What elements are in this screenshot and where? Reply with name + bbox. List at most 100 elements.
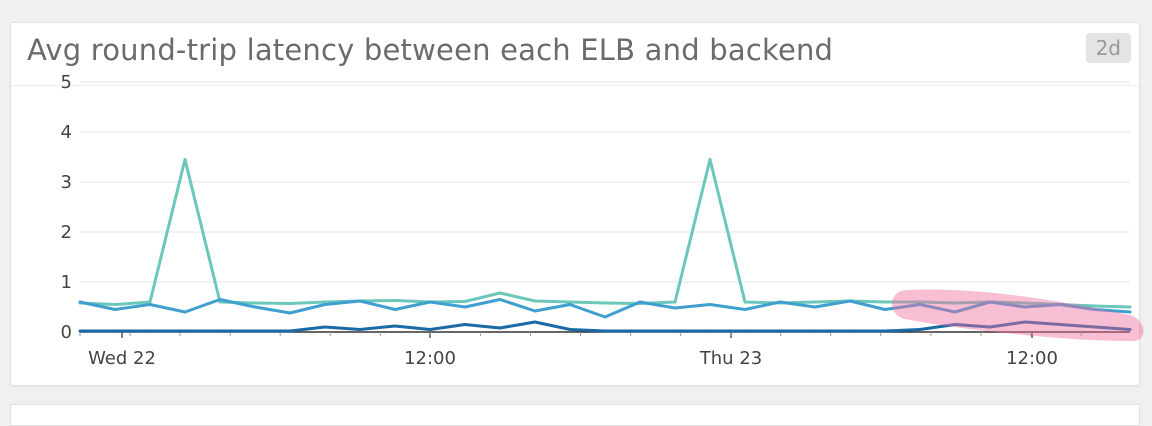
next-widget-edge <box>10 404 1140 426</box>
series-point <box>813 305 817 309</box>
series-point <box>463 323 467 326</box>
series-point <box>743 308 747 311</box>
highlight-annotation <box>892 289 1144 342</box>
series-point <box>323 325 327 329</box>
series-point <box>498 291 502 295</box>
series-point <box>218 298 222 301</box>
series-point <box>918 328 922 331</box>
y-tick-label: 5 <box>61 72 72 93</box>
series-point <box>1023 320 1027 324</box>
series-point <box>533 309 537 313</box>
series-point <box>918 303 922 306</box>
series-point <box>253 305 257 309</box>
y-tick-label: 0 <box>61 322 72 343</box>
series-point <box>673 306 677 310</box>
series-point <box>673 329 677 333</box>
series-point <box>218 329 222 333</box>
x-tick-label: 12:00 <box>1006 348 1058 369</box>
series-point <box>848 329 852 333</box>
series-point <box>883 300 887 304</box>
series-point <box>463 300 467 303</box>
x-tick-label: Thu 23 <box>699 348 762 369</box>
x-tick-label: Wed 22 <box>88 348 156 369</box>
series-point <box>288 311 292 315</box>
series-point <box>533 320 537 324</box>
time-range-badge[interactable]: 2d <box>1085 33 1131 63</box>
series-point <box>743 300 747 304</box>
series-point <box>288 302 292 305</box>
series-point <box>673 300 677 304</box>
latency-widget: Avg round-trip latency between each ELB … <box>10 22 1140 386</box>
series-point <box>988 300 992 304</box>
series-point <box>323 303 327 306</box>
series-point <box>358 299 362 303</box>
series-point <box>113 329 117 333</box>
series-point <box>638 300 642 304</box>
series-point <box>953 301 957 305</box>
series-point <box>533 299 537 303</box>
series-point <box>288 329 292 333</box>
series-point <box>393 324 397 328</box>
series-point <box>183 158 187 161</box>
series-point <box>393 299 397 302</box>
series-point <box>498 298 502 301</box>
series-point <box>393 308 397 311</box>
series-point <box>78 329 82 333</box>
series-point <box>253 329 257 333</box>
y-tick-label: 1 <box>61 272 72 293</box>
series-point <box>1058 303 1062 306</box>
series-point <box>1023 301 1027 305</box>
series-point <box>1093 325 1097 329</box>
series-point <box>1023 305 1027 309</box>
series-point <box>463 305 467 309</box>
series-point <box>568 328 572 331</box>
series-point <box>498 326 502 330</box>
series-point <box>778 329 782 333</box>
series-point <box>1058 323 1062 326</box>
series-point <box>1128 328 1132 331</box>
series-point <box>1093 308 1097 311</box>
series-point <box>603 315 607 319</box>
series-point <box>603 329 607 333</box>
series-point <box>183 329 187 333</box>
series-point <box>148 300 152 304</box>
header-divider <box>11 85 1139 86</box>
latency-line-chart: 0 1 2 3 4 5 Wed 22 12:00 Thu 23 12:00 <box>61 72 1144 369</box>
series-point <box>358 328 362 331</box>
series-point <box>918 300 922 304</box>
series-point <box>813 329 817 333</box>
series-point <box>743 329 747 333</box>
series-point <box>708 329 712 333</box>
widget-title: Avg round-trip latency between each ELB … <box>27 33 834 67</box>
y-tick-label: 3 <box>61 172 72 193</box>
series-point <box>568 300 572 304</box>
y-tick-label: 4 <box>61 122 72 143</box>
series-point <box>148 329 152 333</box>
x-tick-label: 12:00 <box>404 348 456 369</box>
series-point <box>953 323 957 326</box>
series-point <box>638 329 642 333</box>
series-point <box>1128 310 1132 314</box>
series-point <box>813 300 817 304</box>
series-point <box>883 308 887 311</box>
series-point <box>603 301 607 305</box>
series-point <box>848 299 852 303</box>
series-point <box>953 310 957 314</box>
series-point <box>988 325 992 329</box>
y-tick-label: 2 <box>61 222 72 243</box>
series-point <box>428 328 432 331</box>
series-point <box>113 303 117 306</box>
series-point <box>148 303 152 306</box>
series-point <box>778 300 782 304</box>
series-point <box>183 310 187 314</box>
series-point <box>78 300 82 304</box>
series-point <box>428 300 432 304</box>
series-point <box>323 300 327 304</box>
series-point <box>708 303 712 306</box>
series-point <box>1128 305 1132 309</box>
series-point <box>883 329 887 333</box>
series-point <box>113 308 117 311</box>
series-point <box>1093 304 1097 308</box>
series-point <box>253 301 257 305</box>
series-point <box>568 303 572 306</box>
